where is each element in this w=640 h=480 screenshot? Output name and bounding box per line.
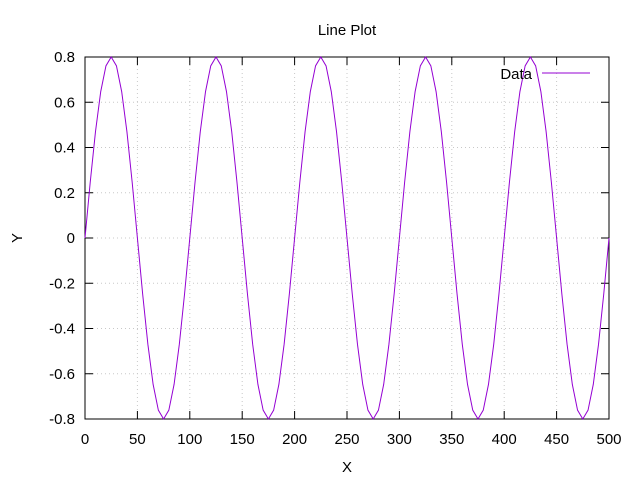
x-tick-label: 400 [492, 431, 517, 448]
series-line-data [84, 56, 610, 420]
y-tick-label: 0 [67, 230, 75, 247]
chart-title: Line Plot [318, 22, 377, 39]
y-tick-label: 0.2 [54, 185, 75, 202]
x-tick-label: 200 [282, 431, 307, 448]
legend-label: Data [500, 66, 532, 83]
x-tick-label: 250 [334, 431, 359, 448]
x-tick-label: 350 [439, 431, 464, 448]
x-tick-label: 50 [129, 431, 146, 448]
x-tick-label: 300 [387, 431, 412, 448]
y-tick-label: -0.2 [49, 275, 75, 292]
axis-ticks: 0 50 100 150 200 250 300 350 400 450 500 0.8 0.6 0.4 0… [49, 49, 621, 448]
x-tick-label: 450 [544, 431, 569, 448]
series-layer [84, 56, 610, 420]
x-tick-label: 150 [230, 431, 255, 448]
y-axis-label: Y [9, 233, 26, 243]
x-axis-label: X [342, 459, 352, 476]
legend: Data [500, 66, 590, 83]
y-tick-label: -0.4 [49, 321, 75, 338]
x-tick-label: 500 [596, 431, 621, 448]
y-tick-label: 0.6 [54, 94, 75, 111]
x-tick-label: 100 [177, 431, 202, 448]
y-tick-label: -0.8 [49, 411, 75, 428]
x-tick-label: 0 [81, 431, 89, 448]
y-tick-label: 0.4 [54, 140, 75, 157]
y-tick-label: 0.8 [54, 49, 75, 66]
y-tick-label: -0.6 [49, 366, 75, 383]
